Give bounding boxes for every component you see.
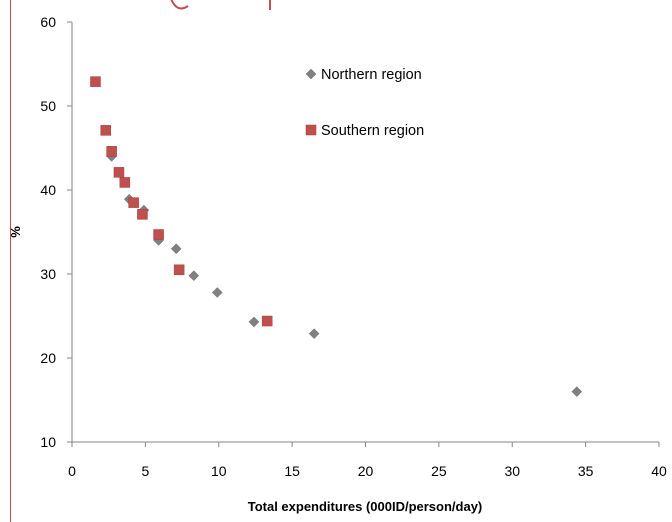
x-tick-label: 30 (504, 463, 520, 479)
southern-region-point (173, 264, 185, 276)
y-tick-label: 20 (40, 350, 56, 366)
southern-region-point (153, 229, 164, 240)
legend-label: Southern region (321, 123, 424, 139)
x-tick-label: 5 (141, 463, 149, 479)
southern-region-point (261, 315, 273, 327)
y-tick-label: 50 (40, 98, 56, 114)
y-tick-label: 60 (40, 14, 56, 30)
northern-region-point (170, 243, 182, 255)
y-tick-label: 30 (40, 266, 56, 282)
legend: Northern region Southern region (305, 67, 424, 139)
legend-label: Northern region (321, 67, 422, 83)
y-axis-label: % (8, 226, 23, 238)
legend-marker (305, 124, 317, 136)
northern-region-point (571, 386, 583, 397)
left-border-rule (10, 0, 11, 522)
southern-region-point (119, 177, 131, 188)
x-tick-label: 15 (284, 463, 300, 479)
legend-marker (305, 68, 317, 80)
x-tick-label: 10 (211, 463, 227, 479)
southern-region-point (106, 146, 117, 157)
y-tick-label: 10 (40, 434, 56, 450)
northern-region-point (211, 287, 223, 298)
x-tick-label: 35 (578, 463, 594, 479)
southern-region-point (128, 197, 139, 208)
x-axis-label: Total expenditures (000ID/person/day) (248, 499, 483, 514)
y-tick-labels: 10 20 30 40 50 60 (40, 14, 72, 450)
northern-region-point (188, 270, 200, 282)
northern-region-point (308, 328, 320, 339)
southern-region-point (113, 167, 125, 178)
data-points (90, 76, 583, 397)
x-tick-labels: 0 5 10 15 20 25 30 35 40 (68, 442, 667, 479)
cropped-title-fragment (150, 0, 530, 14)
southern-region-point (90, 76, 101, 87)
southern-region-point (137, 209, 148, 220)
x-tick-label: 40 (651, 463, 667, 479)
southern-region-point (100, 125, 112, 136)
northern-region-point (248, 316, 260, 328)
y-tick-label: 40 (40, 182, 56, 198)
x-tick-label: 0 (68, 463, 76, 479)
x-tick-label: 25 (431, 463, 447, 479)
x-tick-label: 20 (358, 463, 374, 479)
